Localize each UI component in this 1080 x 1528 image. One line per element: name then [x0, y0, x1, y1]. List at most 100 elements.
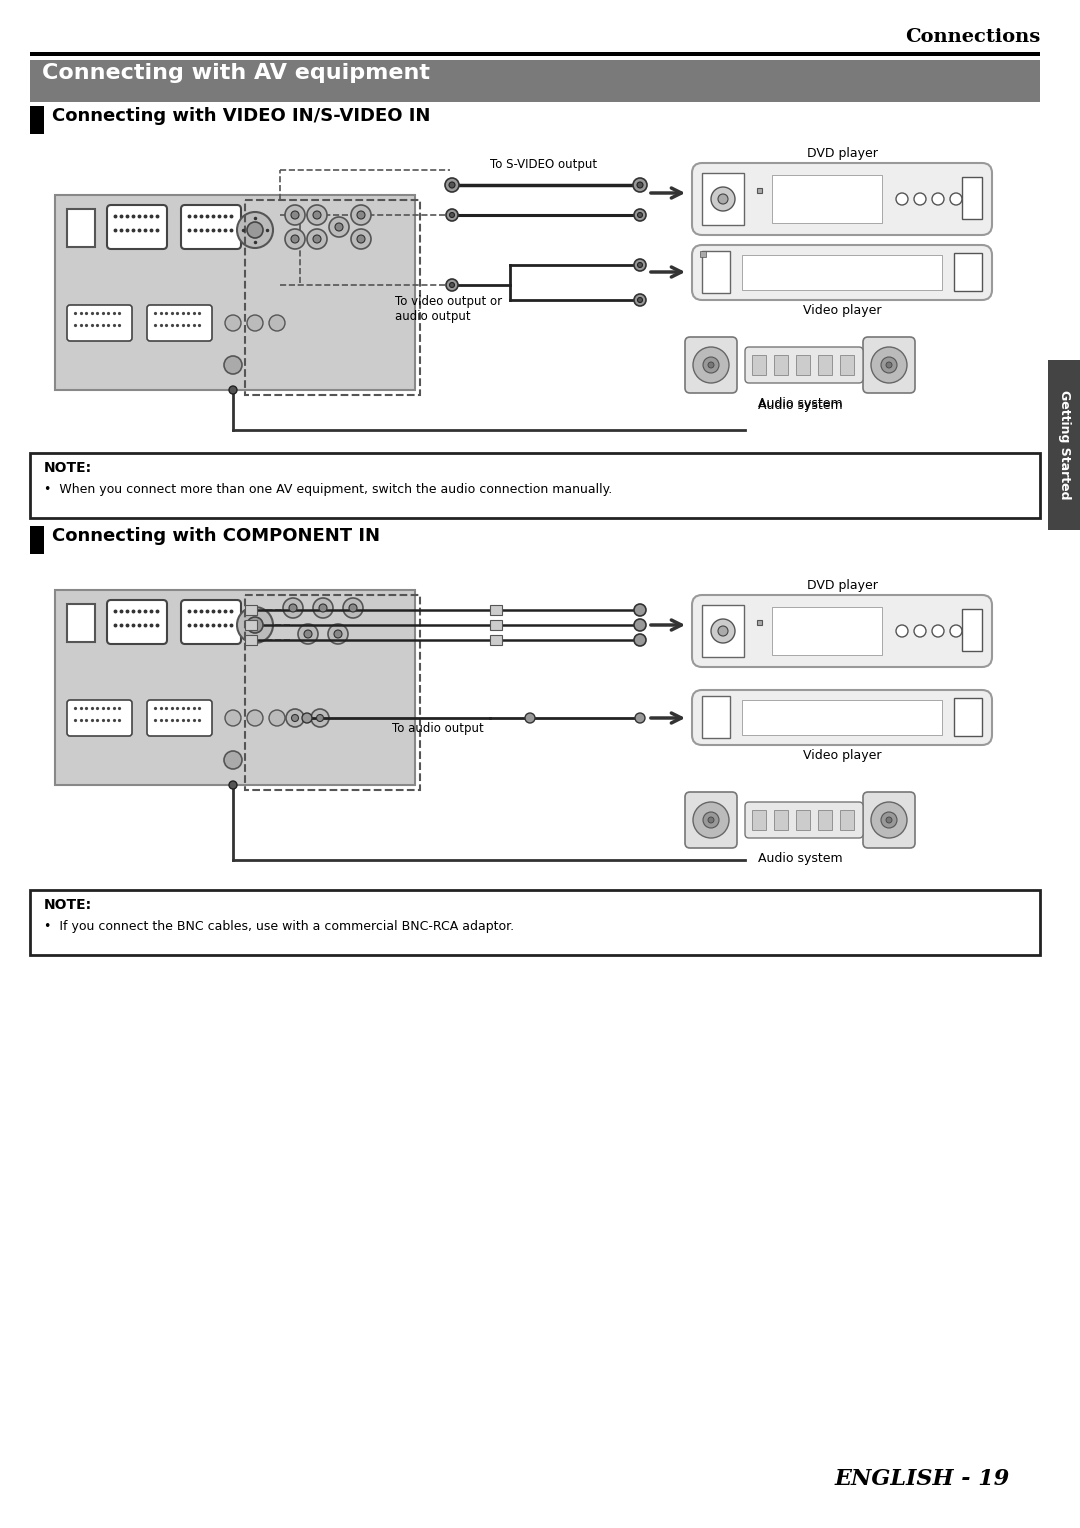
Text: Video player: Video player: [802, 304, 881, 316]
Bar: [962, 177, 982, 219]
Text: Audio system: Audio system: [758, 399, 842, 413]
Circle shape: [311, 709, 329, 727]
Bar: [245, 605, 257, 614]
Bar: [757, 188, 762, 193]
Circle shape: [335, 223, 343, 231]
Bar: [840, 810, 854, 830]
Text: To S-VIDEO output: To S-VIDEO output: [490, 157, 597, 171]
Circle shape: [711, 186, 735, 211]
Text: Audio system: Audio system: [758, 397, 842, 410]
Circle shape: [351, 205, 372, 225]
Bar: [796, 354, 810, 374]
Bar: [774, 354, 788, 374]
Bar: [742, 255, 942, 290]
FancyBboxPatch shape: [863, 338, 915, 393]
Circle shape: [718, 194, 728, 205]
Circle shape: [896, 193, 908, 205]
Bar: [1048, 361, 1080, 530]
Circle shape: [896, 625, 908, 637]
Circle shape: [328, 623, 348, 643]
Circle shape: [449, 283, 455, 287]
Text: NOTE:: NOTE:: [44, 461, 92, 475]
Bar: [796, 810, 810, 830]
Circle shape: [224, 356, 242, 374]
FancyBboxPatch shape: [692, 163, 993, 235]
Circle shape: [634, 260, 646, 270]
Circle shape: [307, 229, 327, 249]
Text: Connections: Connections: [905, 28, 1040, 46]
Circle shape: [711, 619, 735, 643]
Circle shape: [449, 212, 455, 217]
Circle shape: [285, 229, 305, 249]
Bar: [702, 695, 730, 738]
FancyBboxPatch shape: [147, 700, 212, 736]
Bar: [840, 354, 854, 374]
Circle shape: [950, 193, 962, 205]
Bar: [245, 620, 257, 630]
Bar: [702, 251, 730, 293]
Bar: [742, 700, 942, 735]
Circle shape: [357, 211, 365, 219]
Circle shape: [269, 315, 285, 332]
Circle shape: [343, 597, 363, 617]
Circle shape: [329, 217, 349, 237]
Circle shape: [319, 604, 327, 613]
Circle shape: [303, 630, 312, 639]
Bar: [702, 605, 744, 657]
Circle shape: [225, 711, 241, 726]
Circle shape: [914, 625, 926, 637]
Text: •  When you connect more than one AV equipment, switch the audio connection manu: • When you connect more than one AV equi…: [44, 483, 612, 497]
FancyBboxPatch shape: [181, 601, 241, 643]
FancyBboxPatch shape: [67, 306, 132, 341]
Text: Connecting with VIDEO IN/S-VIDEO IN: Connecting with VIDEO IN/S-VIDEO IN: [52, 107, 430, 125]
Circle shape: [634, 209, 646, 222]
Bar: [752, 810, 766, 830]
Circle shape: [247, 315, 264, 332]
FancyBboxPatch shape: [181, 205, 241, 249]
Circle shape: [313, 211, 321, 219]
FancyBboxPatch shape: [745, 347, 863, 384]
Text: •  If you connect the BNC cables, use with a commercial BNC-RCA adaptor.: • If you connect the BNC cables, use wit…: [44, 920, 514, 934]
Circle shape: [693, 347, 729, 384]
Bar: [818, 810, 832, 830]
Circle shape: [229, 781, 237, 788]
Text: Connecting with AV equipment: Connecting with AV equipment: [42, 63, 430, 83]
Circle shape: [283, 597, 303, 617]
Circle shape: [351, 229, 372, 249]
Circle shape: [349, 604, 357, 613]
Circle shape: [291, 235, 299, 243]
Bar: [954, 698, 982, 736]
Text: Video player: Video player: [802, 749, 881, 762]
Circle shape: [718, 626, 728, 636]
Bar: [67, 604, 95, 642]
Text: DVD player: DVD player: [807, 579, 877, 591]
Circle shape: [298, 623, 318, 643]
Circle shape: [703, 358, 719, 373]
Circle shape: [225, 315, 241, 332]
Circle shape: [237, 607, 273, 643]
Circle shape: [914, 193, 926, 205]
Bar: [700, 251, 706, 257]
Bar: [55, 590, 415, 785]
Circle shape: [886, 362, 892, 368]
Circle shape: [870, 802, 907, 837]
Circle shape: [445, 177, 459, 193]
Bar: [757, 620, 762, 625]
Circle shape: [289, 604, 297, 613]
Bar: [55, 196, 415, 390]
Circle shape: [313, 597, 333, 617]
Bar: [954, 254, 982, 290]
Bar: [245, 636, 257, 645]
Circle shape: [286, 709, 303, 727]
FancyBboxPatch shape: [147, 306, 212, 341]
Circle shape: [229, 387, 237, 394]
Bar: [30, 889, 1040, 955]
Text: Connecting with COMPONENT IN: Connecting with COMPONENT IN: [52, 527, 380, 545]
Circle shape: [269, 711, 285, 726]
Circle shape: [633, 177, 647, 193]
Circle shape: [637, 212, 643, 217]
FancyBboxPatch shape: [107, 601, 167, 643]
Bar: [490, 636, 502, 645]
FancyBboxPatch shape: [863, 792, 915, 848]
Circle shape: [693, 802, 729, 837]
